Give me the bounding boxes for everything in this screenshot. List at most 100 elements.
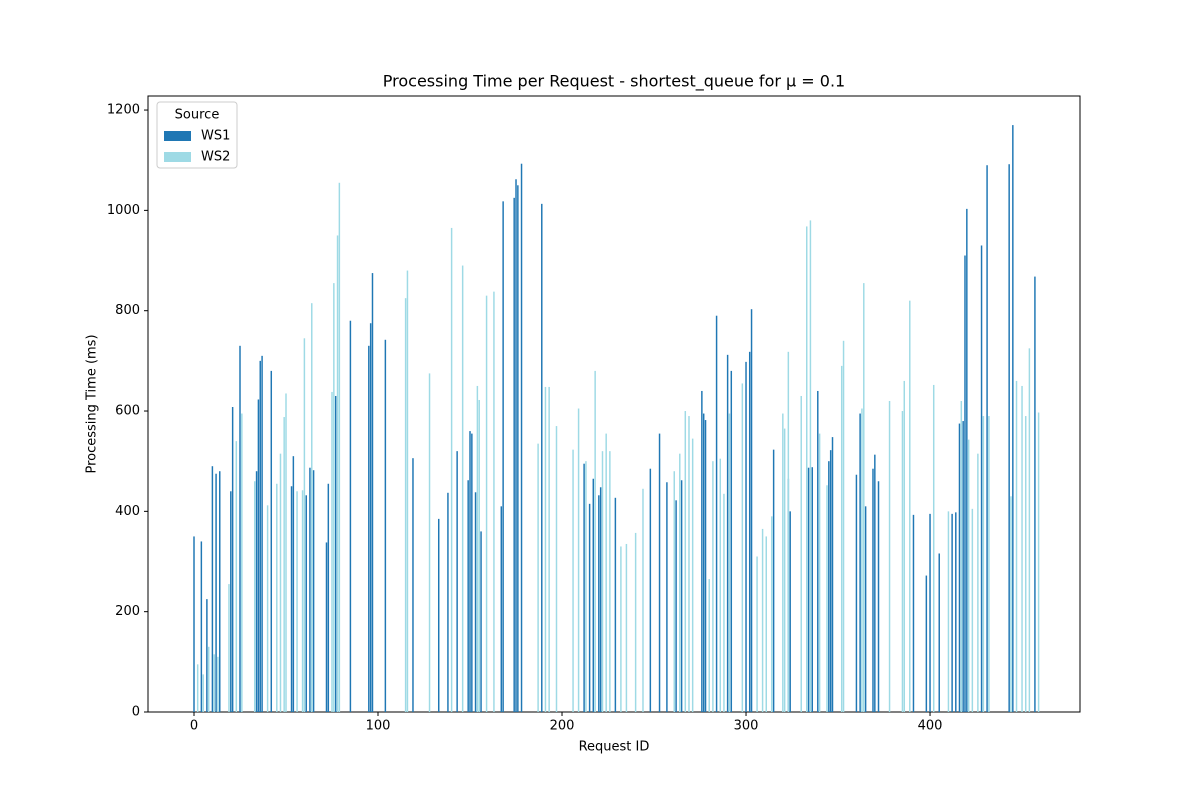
bar	[634, 532, 637, 712]
bar	[932, 384, 935, 712]
bar	[476, 385, 479, 712]
bar	[1008, 164, 1010, 712]
bar	[368, 345, 370, 712]
bar	[480, 531, 482, 712]
bar	[840, 365, 843, 712]
bar	[296, 491, 298, 712]
bar	[748, 351, 751, 712]
bar	[235, 441, 238, 712]
bar	[800, 395, 802, 712]
bar	[828, 461, 830, 712]
bar	[925, 575, 928, 712]
y-tick-label: 200	[115, 604, 140, 619]
bar	[789, 511, 791, 712]
bar	[809, 220, 812, 712]
bar	[241, 413, 243, 712]
bar	[782, 413, 784, 712]
bar	[679, 453, 681, 712]
bar	[861, 408, 863, 712]
bar	[583, 463, 585, 712]
bar	[471, 433, 473, 712]
bar	[599, 487, 602, 712]
bar	[349, 320, 352, 712]
bar	[520, 163, 523, 713]
bar	[688, 416, 690, 712]
bar	[1028, 348, 1031, 712]
bar	[200, 541, 203, 712]
bar	[859, 413, 861, 712]
bar	[817, 390, 819, 712]
bar	[338, 182, 341, 713]
bar	[614, 497, 617, 712]
bar	[336, 235, 339, 713]
bar	[537, 443, 539, 712]
legend-title: Source	[175, 108, 220, 123]
bar	[745, 361, 747, 712]
bar	[728, 413, 731, 712]
y-tick-label: 400	[115, 504, 140, 519]
bar	[964, 255, 966, 712]
bar	[500, 506, 503, 712]
bar	[966, 208, 968, 712]
bar	[230, 491, 232, 712]
bar	[691, 438, 694, 712]
bar	[1010, 496, 1012, 712]
bar	[515, 179, 517, 712]
legend-swatch	[164, 131, 191, 141]
bar	[469, 431, 471, 712]
y-axis-label: Processing Time (ms)	[85, 334, 100, 473]
bar	[217, 656, 219, 712]
bar	[903, 380, 906, 712]
bar	[555, 426, 558, 712]
y-tick-label: 0	[132, 705, 140, 720]
bar	[1015, 380, 1018, 712]
bar	[658, 433, 661, 712]
bar	[601, 451, 604, 712]
bar	[384, 339, 387, 712]
bar	[783, 428, 786, 712]
bar	[279, 453, 282, 712]
bar	[211, 466, 214, 712]
bar	[292, 456, 295, 712]
bar	[649, 468, 652, 712]
bar	[305, 495, 307, 712]
bar	[765, 536, 768, 712]
bar	[371, 273, 374, 712]
bar	[684, 411, 687, 712]
bar	[701, 390, 703, 712]
bar	[723, 493, 725, 712]
legend-label: WS2	[201, 150, 230, 165]
bar	[947, 511, 950, 712]
bar	[1034, 276, 1036, 712]
bar	[666, 482, 668, 712]
bar	[239, 345, 241, 712]
bar	[988, 416, 990, 712]
bar	[548, 386, 550, 712]
bar	[327, 483, 330, 712]
y-tick-label: 800	[115, 303, 140, 318]
bar	[842, 340, 845, 712]
bar	[1021, 385, 1023, 712]
bar	[951, 513, 953, 712]
bar	[334, 395, 337, 712]
bar	[708, 579, 710, 712]
bar	[544, 386, 547, 712]
bar	[228, 584, 230, 712]
bar	[266, 505, 269, 712]
bar	[450, 227, 453, 712]
legend-swatch	[164, 152, 191, 162]
bar	[982, 416, 985, 712]
bar	[478, 399, 480, 712]
bar	[502, 201, 504, 712]
bar	[485, 295, 488, 712]
bar	[829, 450, 832, 712]
bar	[756, 556, 758, 712]
bar	[259, 360, 261, 712]
bar	[831, 437, 834, 712]
bar	[231, 407, 234, 712]
bar	[325, 542, 328, 712]
bar	[872, 468, 874, 712]
bar	[196, 664, 199, 712]
y-tick-label: 600	[115, 404, 140, 419]
